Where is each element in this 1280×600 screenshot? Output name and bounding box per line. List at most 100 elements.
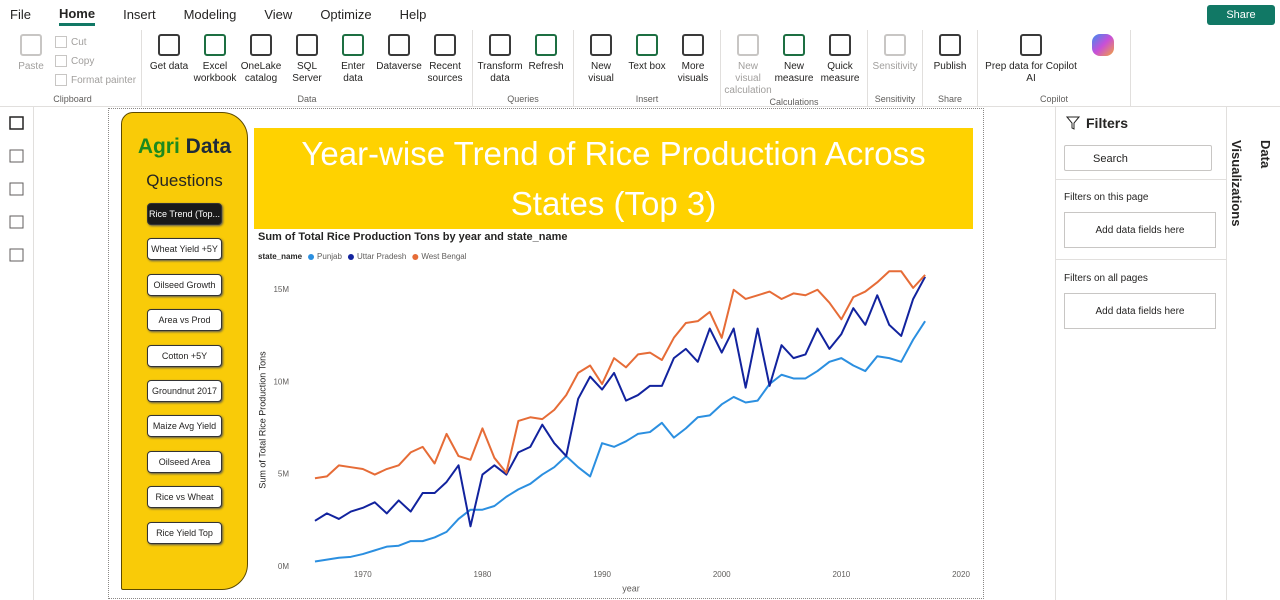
menu-item[interactable]: Modeling	[183, 6, 237, 22]
ribbon-button[interactable]: Transform data	[477, 30, 523, 94]
filter-search[interactable]: Search	[1064, 145, 1212, 171]
y-axis-label: Sum of Total Rice Production Tons	[257, 351, 267, 489]
ribbon-button[interactable]: Copy	[55, 55, 136, 67]
tmdl-view[interactable]	[9, 248, 24, 262]
nav-button[interactable]: Rice Trend (Top...	[147, 203, 222, 225]
filter-drop-zone[interactable]: Add data fields here	[1064, 293, 1216, 329]
nav-button[interactable]: Oilseed Growth	[147, 273, 222, 296]
ribbon-group: Get data Excel workbook OneLake catalog SQL…	[142, 30, 474, 106]
nav-title-2: Data	[185, 135, 232, 158]
y-tick-label: 0M	[278, 562, 289, 571]
small-buttons: Cut Copy Format painter	[55, 36, 136, 94]
ribbon-button[interactable]: Get data	[147, 30, 191, 94]
divider	[0, 106, 1280, 107]
icon	[434, 34, 457, 56]
button-label: Dataverse	[376, 61, 422, 72]
icon	[535, 34, 558, 56]
data-tab[interactable]: Data	[1258, 140, 1273, 169]
group-label: Calculations	[769, 97, 819, 107]
button-label: Publish	[933, 61, 967, 72]
group-items: New visual calculation New measure Quick m…	[724, 30, 862, 97]
group-items: Get data Excel workbook OneLake catalog SQL…	[147, 30, 467, 94]
icon	[296, 34, 319, 56]
icon	[636, 34, 659, 56]
ribbon-button[interactable]: New measure	[772, 30, 816, 97]
button-label: SQL Server	[292, 61, 322, 84]
ribbon-button[interactable]: Publish	[928, 30, 972, 94]
button-label: Text box	[628, 61, 666, 72]
nav-button[interactable]: Rice vs Wheat	[147, 486, 222, 509]
icon	[55, 55, 67, 67]
ribbon-button[interactable]: Recent sources	[423, 30, 467, 94]
ribbon-group: Paste Cut Copy Format painter Clipboard	[4, 30, 143, 106]
ribbon-button[interactable]: More visuals	[671, 30, 715, 94]
button-label: Get data	[149, 61, 189, 72]
icon	[829, 34, 852, 56]
filters-title: Filters	[1086, 115, 1129, 131]
nav-button[interactable]: Area vs Prod	[147, 309, 222, 332]
table-view[interactable]	[9, 149, 24, 163]
icon	[342, 34, 365, 56]
nav-button[interactable]: Maize Avg Yield	[147, 415, 222, 438]
model-view[interactable]	[9, 182, 24, 196]
ribbon-button[interactable]: Refresh	[524, 30, 568, 94]
ribbon-button[interactable]: New visual calculation	[724, 30, 772, 97]
nav-button[interactable]: Wheat Yield +5Y	[147, 238, 222, 261]
filter-drop-zone[interactable]: Add data fields here	[1064, 212, 1216, 248]
x-tick-label: 1980	[474, 570, 492, 579]
copilot-button[interactable]	[1081, 30, 1125, 94]
ribbon-button[interactable]: SQL Server	[285, 30, 329, 94]
share-button[interactable]: Share	[1207, 5, 1275, 25]
icon	[20, 34, 42, 56]
x-tick-label: 2000	[713, 570, 731, 579]
group-items: Sensitivity	[873, 30, 918, 94]
menu-item[interactable]: View	[264, 6, 293, 22]
series-line	[314, 320, 926, 563]
nav-title-1: Agri	[137, 135, 180, 158]
ribbon-button[interactable]: OneLake catalog	[239, 30, 283, 94]
group-items: New visual Text box More visuals	[579, 30, 715, 94]
ribbon-button[interactable]: Enter data	[331, 30, 375, 94]
y-tick-label: 10M	[273, 377, 289, 386]
button-label: New visual	[588, 61, 614, 84]
icon	[783, 34, 806, 56]
ribbon-button[interactable]: Format painter	[55, 74, 136, 86]
icon	[682, 34, 705, 56]
y-tick-label: 5M	[278, 470, 289, 479]
group-label: Data	[297, 94, 317, 104]
ribbon-button[interactable]: Paste	[9, 30, 53, 94]
ribbon-button[interactable]: Quick measure	[818, 30, 862, 97]
nav-button[interactable]: Groundnut 2017	[147, 380, 222, 402]
button-label: Prep data for Copilot AI	[985, 61, 1077, 84]
report-view[interactable]	[9, 116, 24, 130]
ribbon-group: New visual calculation New measure Quick m…	[721, 30, 869, 107]
menu-item[interactable]: Optimize	[320, 6, 372, 22]
nav-button[interactable]: Rice Yield Top	[147, 521, 222, 544]
nav-button[interactable]: Oilseed Area	[147, 450, 222, 473]
visualizations-tab[interactable]: Visualizations	[1229, 140, 1244, 227]
ribbon-button[interactable]: Cut	[55, 36, 136, 48]
button-label: Recent sources	[427, 61, 463, 84]
button-label: Format painter	[71, 74, 137, 86]
button-label: Copy	[71, 55, 95, 67]
ribbon-button[interactable]: Text box	[625, 30, 669, 94]
menu-item[interactable]: Home	[58, 2, 96, 26]
filters-all-heading: Filters on all pages	[1064, 273, 1148, 284]
nav-title: Agri Data	[122, 135, 247, 159]
nav-button[interactable]: Cotton +5Y	[147, 344, 222, 367]
icon	[1092, 34, 1115, 56]
ribbon-group: Transform data Refresh Queries	[473, 30, 575, 106]
ribbon-button[interactable]: Sensitivity	[873, 30, 918, 94]
dax-view[interactable]	[9, 215, 24, 229]
menu-item[interactable]: Help	[399, 6, 427, 22]
ribbon-button[interactable]: Dataverse	[376, 30, 422, 94]
menu-item[interactable]: File	[10, 6, 31, 22]
ribbon-button[interactable]: Prep data for Copilot AI	[983, 30, 1079, 94]
menu-item[interactable]: Insert	[123, 6, 156, 22]
ribbon-button[interactable]: Excel workbook	[193, 30, 237, 94]
group-items: Paste Cut Copy Format painter	[9, 30, 136, 94]
button-label: New measure	[774, 61, 814, 84]
button-label: Excel workbook	[193, 61, 237, 84]
ribbon-button[interactable]: New visual	[579, 30, 623, 94]
